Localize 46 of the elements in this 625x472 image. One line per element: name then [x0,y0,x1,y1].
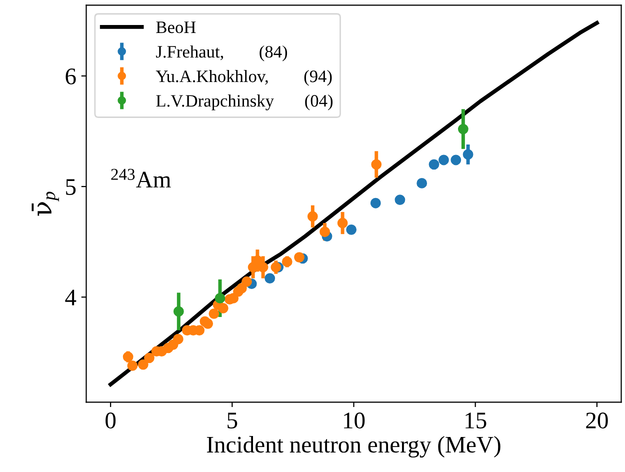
point [450,154,462,166]
y-tick-label: 4 [65,290,76,306]
point [462,149,474,160]
point [264,273,276,284]
annotation: $^{243}$Am [111,168,171,188]
point [138,359,148,370]
point [438,154,449,166]
point [258,262,268,272]
legend-label: J.Frehaut, (84) [156,45,288,62]
point [346,224,357,235]
legend-label: L.V.Drapchinsky (04) [156,94,333,110]
point [172,334,184,344]
point [394,194,406,206]
x-tick-label: 5 [228,412,238,428]
point [371,159,382,170]
point [320,226,330,238]
point [208,308,220,319]
point [236,283,247,294]
point [202,318,214,329]
point [307,211,318,222]
point [294,252,304,263]
x-tick-label: 0 [106,412,116,428]
legend-label: Yu.A.Khokhlov, (94) [156,70,332,86]
point [270,262,282,272]
point [122,352,134,362]
x-tick-label: 15 [466,412,486,428]
y-tick-label: 5 [66,179,76,195]
point [144,352,154,364]
point [218,302,228,314]
point [242,276,252,287]
point [428,159,440,170]
x-tick-label: 20 [586,412,608,428]
point [458,124,468,134]
line-series [108,20,599,386]
point [370,198,381,208]
point [214,293,226,304]
point [416,178,428,188]
point [173,306,184,317]
legend-label: BeoH [156,22,196,34]
point [282,256,292,267]
x-axis-title: Incident neutron energy (MeV) [206,436,500,458]
y-tick-label: 6 [66,68,76,84]
point [127,360,138,371]
point [337,218,348,228]
x-tick-label: 10 [344,412,365,428]
y-axis-title: ν̄$_{p}$ [32,192,59,216]
